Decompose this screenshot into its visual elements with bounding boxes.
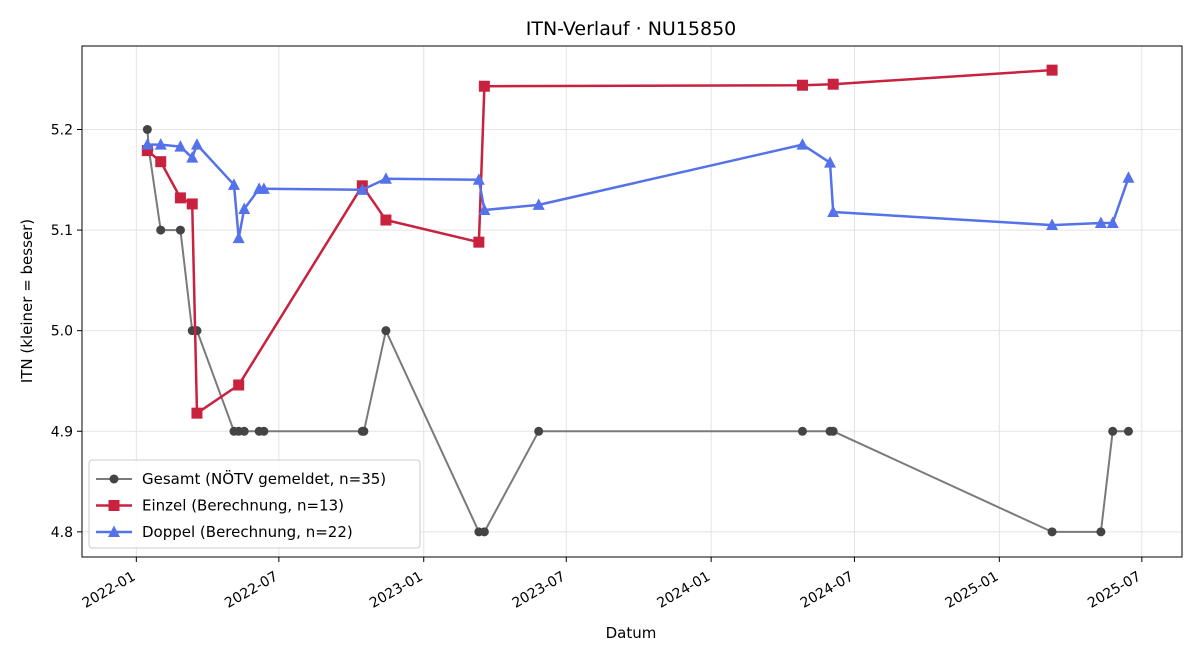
data-point-doppel <box>796 138 809 150</box>
data-point-gesamt <box>797 426 807 436</box>
data-point-einzel <box>478 80 490 92</box>
data-point-doppel <box>478 203 491 215</box>
grid-layer <box>82 46 1182 557</box>
data-point-einzel <box>155 156 167 168</box>
series-line-doppel <box>147 143 1130 240</box>
y-tick-label: 5.0 <box>51 324 73 340</box>
legend-swatch-marker <box>108 500 120 511</box>
data-point-gesamt <box>239 426 249 436</box>
legend: Gesamt (NÖTV gemeldet, n=35) Einzel (Bere… <box>88 459 421 549</box>
chart-title: ITN-Verlauf · NU15850 <box>526 18 737 40</box>
data-point-einzel <box>186 198 198 210</box>
data-point-gesamt <box>1123 426 1133 436</box>
data-point-doppel <box>232 231 245 244</box>
series-doppel <box>141 138 1135 244</box>
data-point-doppel <box>1106 216 1119 229</box>
y-tick-label: 4.9 <box>51 424 73 440</box>
data-point-doppel <box>532 198 545 210</box>
data-point-gesamt <box>1096 527 1106 537</box>
data-point-gesamt <box>175 225 185 235</box>
y-axis: 4.8 4.9 5.0 5.1 5.2 <box>51 122 82 541</box>
legend-label: Einzel (Berechnung, n=13) <box>142 497 344 515</box>
data-point-doppel <box>379 172 392 184</box>
data-point-doppel <box>824 156 837 168</box>
data-point-gesamt <box>828 426 838 436</box>
data-point-doppel <box>174 140 187 152</box>
data-point-einzel <box>1046 64 1058 76</box>
legend-entries: Gesamt (NÖTV gemeldet, n=35) Einzel (Bere… <box>96 469 386 541</box>
data-point-doppel <box>257 182 270 194</box>
data-point-doppel <box>227 178 240 190</box>
data-point-doppel <box>1046 218 1059 231</box>
data-point-doppel <box>1122 171 1135 183</box>
data-point-doppel <box>190 138 203 150</box>
x-axis-title: Datum <box>606 624 657 642</box>
legend-entry-doppel: Doppel (Berechnung, n=22) <box>96 523 353 541</box>
legend-label: Gesamt (NÖTV gemeldet, n=35) <box>142 469 386 488</box>
data-point-doppel <box>141 138 154 150</box>
data-point-gesamt <box>259 426 269 436</box>
y-tick-label: 4.8 <box>51 525 73 541</box>
data-point-einzel <box>233 379 245 391</box>
data-point-gesamt <box>1047 527 1057 537</box>
data-point-gesamt <box>156 225 166 235</box>
data-point-einzel <box>380 214 392 226</box>
data-point-doppel <box>154 138 167 150</box>
legend-box <box>88 459 421 549</box>
y-tick-label: 5.2 <box>51 122 73 138</box>
y-tick-label: 5.1 <box>51 223 73 239</box>
data-point-doppel <box>186 151 199 163</box>
data-point-gesamt <box>479 527 489 537</box>
data-point-einzel <box>473 236 485 248</box>
data-point-gesamt <box>359 426 369 436</box>
data-point-einzel <box>796 79 808 91</box>
data-point-einzel <box>191 407 203 419</box>
data-point-gesamt <box>1108 426 1118 436</box>
data-point-gesamt <box>142 124 152 134</box>
legend-label: Doppel (Berechnung, n=22) <box>142 523 353 541</box>
y-axis-title: ITN (kleiner = besser) <box>18 219 36 383</box>
legend-swatch-marker <box>109 474 119 484</box>
legend-entry-einzel: Einzel (Berechnung, n=13) <box>96 497 344 515</box>
data-point-gesamt <box>381 326 391 336</box>
data-point-doppel <box>472 173 485 185</box>
data-point-einzel <box>174 192 186 204</box>
legend-entry-gesamt: Gesamt (NÖTV gemeldet, n=35) <box>96 469 386 488</box>
data-point-doppel <box>1094 216 1107 229</box>
legend-swatch-marker <box>108 525 120 537</box>
data-point-gesamt <box>534 426 544 436</box>
data-point-einzel <box>827 78 839 90</box>
data-point-einzel <box>141 145 153 157</box>
data-point-doppel <box>238 202 251 214</box>
data-point-doppel <box>827 205 840 217</box>
plot-frame <box>81 45 1183 558</box>
data-point-doppel <box>356 183 369 195</box>
series-layer <box>141 64 1135 537</box>
